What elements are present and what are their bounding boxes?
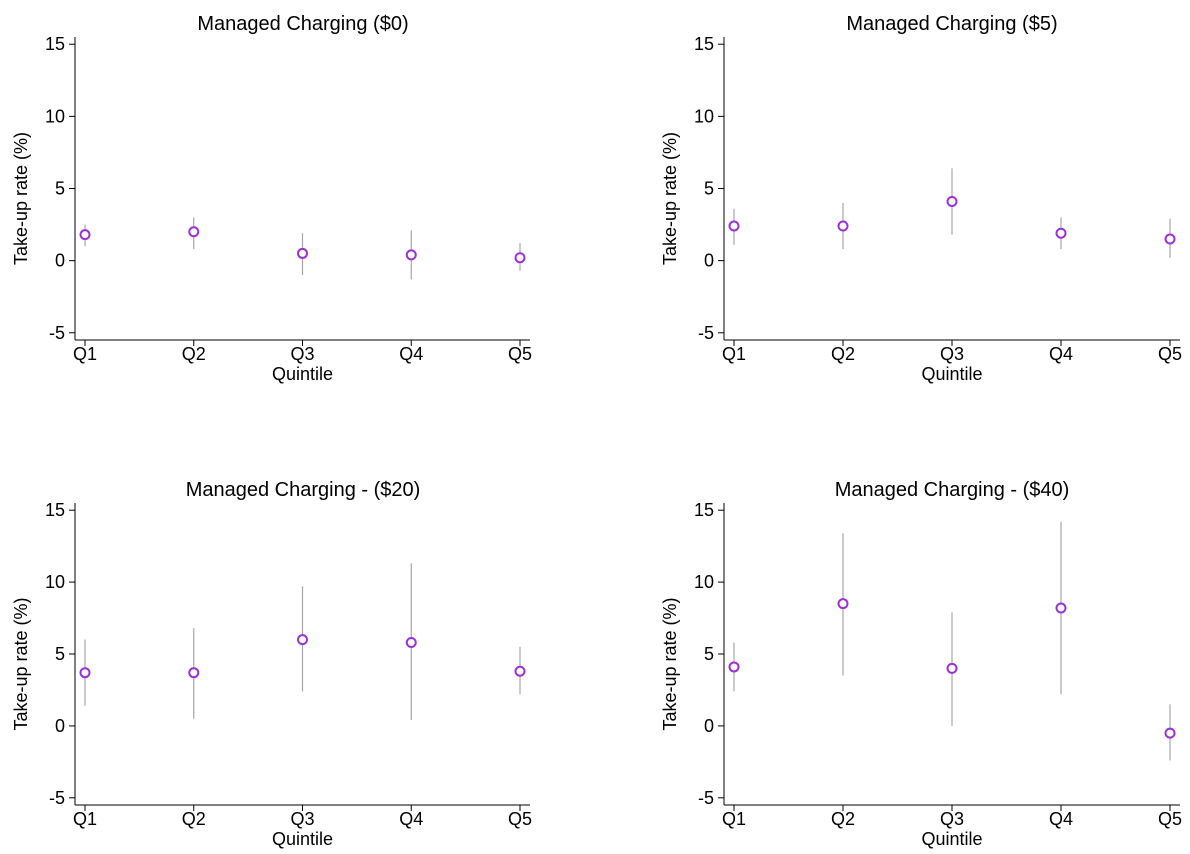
- data-point: [1055, 602, 1067, 614]
- x-tick-label: Q1: [722, 344, 746, 364]
- x-tick-label: Q5: [1158, 809, 1182, 829]
- y-tick-label: 5: [55, 644, 65, 664]
- y-tick-label: -5: [49, 788, 65, 808]
- x-axis-label: Quintile: [921, 364, 982, 384]
- y-tick-label: -5: [49, 323, 65, 343]
- data-point: [405, 249, 417, 261]
- data-point: [297, 247, 308, 259]
- data-point: [728, 220, 740, 232]
- y-tick-label: 10: [45, 572, 65, 592]
- x-tick-label: Q3: [290, 809, 314, 829]
- data-point: [728, 661, 740, 673]
- chart-panel-2: Managed Charging ($5) -5 0 5 10 15 Q1 Q2 Q3 Q4 Q5 Q…: [660, 13, 1182, 384]
- y-tick-label: -5: [698, 788, 714, 808]
- y-tick-label: 15: [694, 500, 714, 520]
- chart-panel-1: Managed Charging ($0) -5 0 5 10 15 Q1 Q2 Q3 Q4 Q5 Q…: [11, 13, 532, 384]
- x-tick-label: Q2: [831, 344, 855, 364]
- x-tick-label: Q3: [290, 344, 314, 364]
- data-point: [1164, 727, 1176, 739]
- x-tick-label: Q1: [73, 344, 97, 364]
- x-axis-label: Quintile: [272, 364, 333, 384]
- data-point: [297, 634, 308, 646]
- x-tick-label: Q2: [182, 344, 206, 364]
- y-axis-label: Take-up rate (%): [660, 132, 680, 265]
- y-tick-label: 10: [45, 106, 65, 126]
- y-tick-label: 15: [694, 34, 714, 54]
- x-tick-label: Q2: [831, 809, 855, 829]
- x-tick-label: Q1: [722, 809, 746, 829]
- y-axis-label: Take-up rate (%): [11, 597, 31, 730]
- x-tick-label: Q5: [508, 809, 532, 829]
- y-tick-label: 5: [704, 179, 714, 199]
- chart-panel-3: Managed Charging - ($20) -5 0 5 10 15 Q1 Q2 Q3 Q4…: [11, 479, 532, 849]
- x-tick-label: Q2: [182, 809, 206, 829]
- chart-title: Managed Charging ($0): [197, 13, 408, 35]
- chart-title: Managed Charging ($5): [846, 13, 1057, 35]
- data-point: [1055, 227, 1067, 239]
- x-tick-label: Q4: [399, 809, 423, 829]
- y-tick-label: 15: [45, 34, 65, 54]
- y-tick-label: -5: [698, 323, 714, 343]
- data-point: [188, 226, 200, 238]
- data-point: [837, 598, 849, 610]
- y-tick-label: 15: [45, 500, 65, 520]
- data-point: [79, 229, 91, 241]
- data-point: [946, 662, 958, 674]
- x-tick-label: Q3: [940, 809, 964, 829]
- x-tick-label: Q5: [1158, 344, 1182, 364]
- y-tick-label: 0: [704, 716, 714, 736]
- data-point: [188, 667, 200, 679]
- y-tick-label: 10: [694, 106, 714, 126]
- y-tick-label: 5: [704, 644, 714, 664]
- x-axis-label: Quintile: [272, 829, 333, 849]
- y-tick-label: 0: [704, 251, 714, 271]
- chart-title: Managed Charging - ($40): [835, 479, 1070, 501]
- y-tick-label: 0: [55, 716, 65, 736]
- y-axis-label: Take-up rate (%): [11, 132, 31, 265]
- data-point: [514, 252, 526, 264]
- x-tick-label: Q3: [940, 344, 964, 364]
- chart-title: Managed Charging - ($20): [186, 479, 421, 501]
- x-tick-label: Q1: [73, 809, 97, 829]
- x-tick-label: Q5: [508, 344, 532, 364]
- y-tick-label: 5: [55, 179, 65, 199]
- data-point: [79, 667, 91, 679]
- chart-panel-4: Managed Charging - ($40) -5 0 5 10 15 Q1 Q2 Q3 Q4…: [660, 479, 1182, 849]
- y-axis-label: Take-up rate (%): [660, 597, 680, 730]
- data-point: [1164, 233, 1176, 245]
- y-tick-label: 0: [55, 251, 65, 271]
- data-point: [837, 220, 849, 232]
- data-point: [514, 665, 526, 677]
- data-point: [405, 636, 417, 648]
- y-tick-label: 10: [694, 572, 714, 592]
- data-point: [946, 195, 958, 207]
- x-tick-label: Q4: [1049, 809, 1073, 829]
- x-tick-label: Q4: [399, 344, 423, 364]
- x-tick-label: Q4: [1049, 344, 1073, 364]
- x-axis-label: Quintile: [921, 829, 982, 849]
